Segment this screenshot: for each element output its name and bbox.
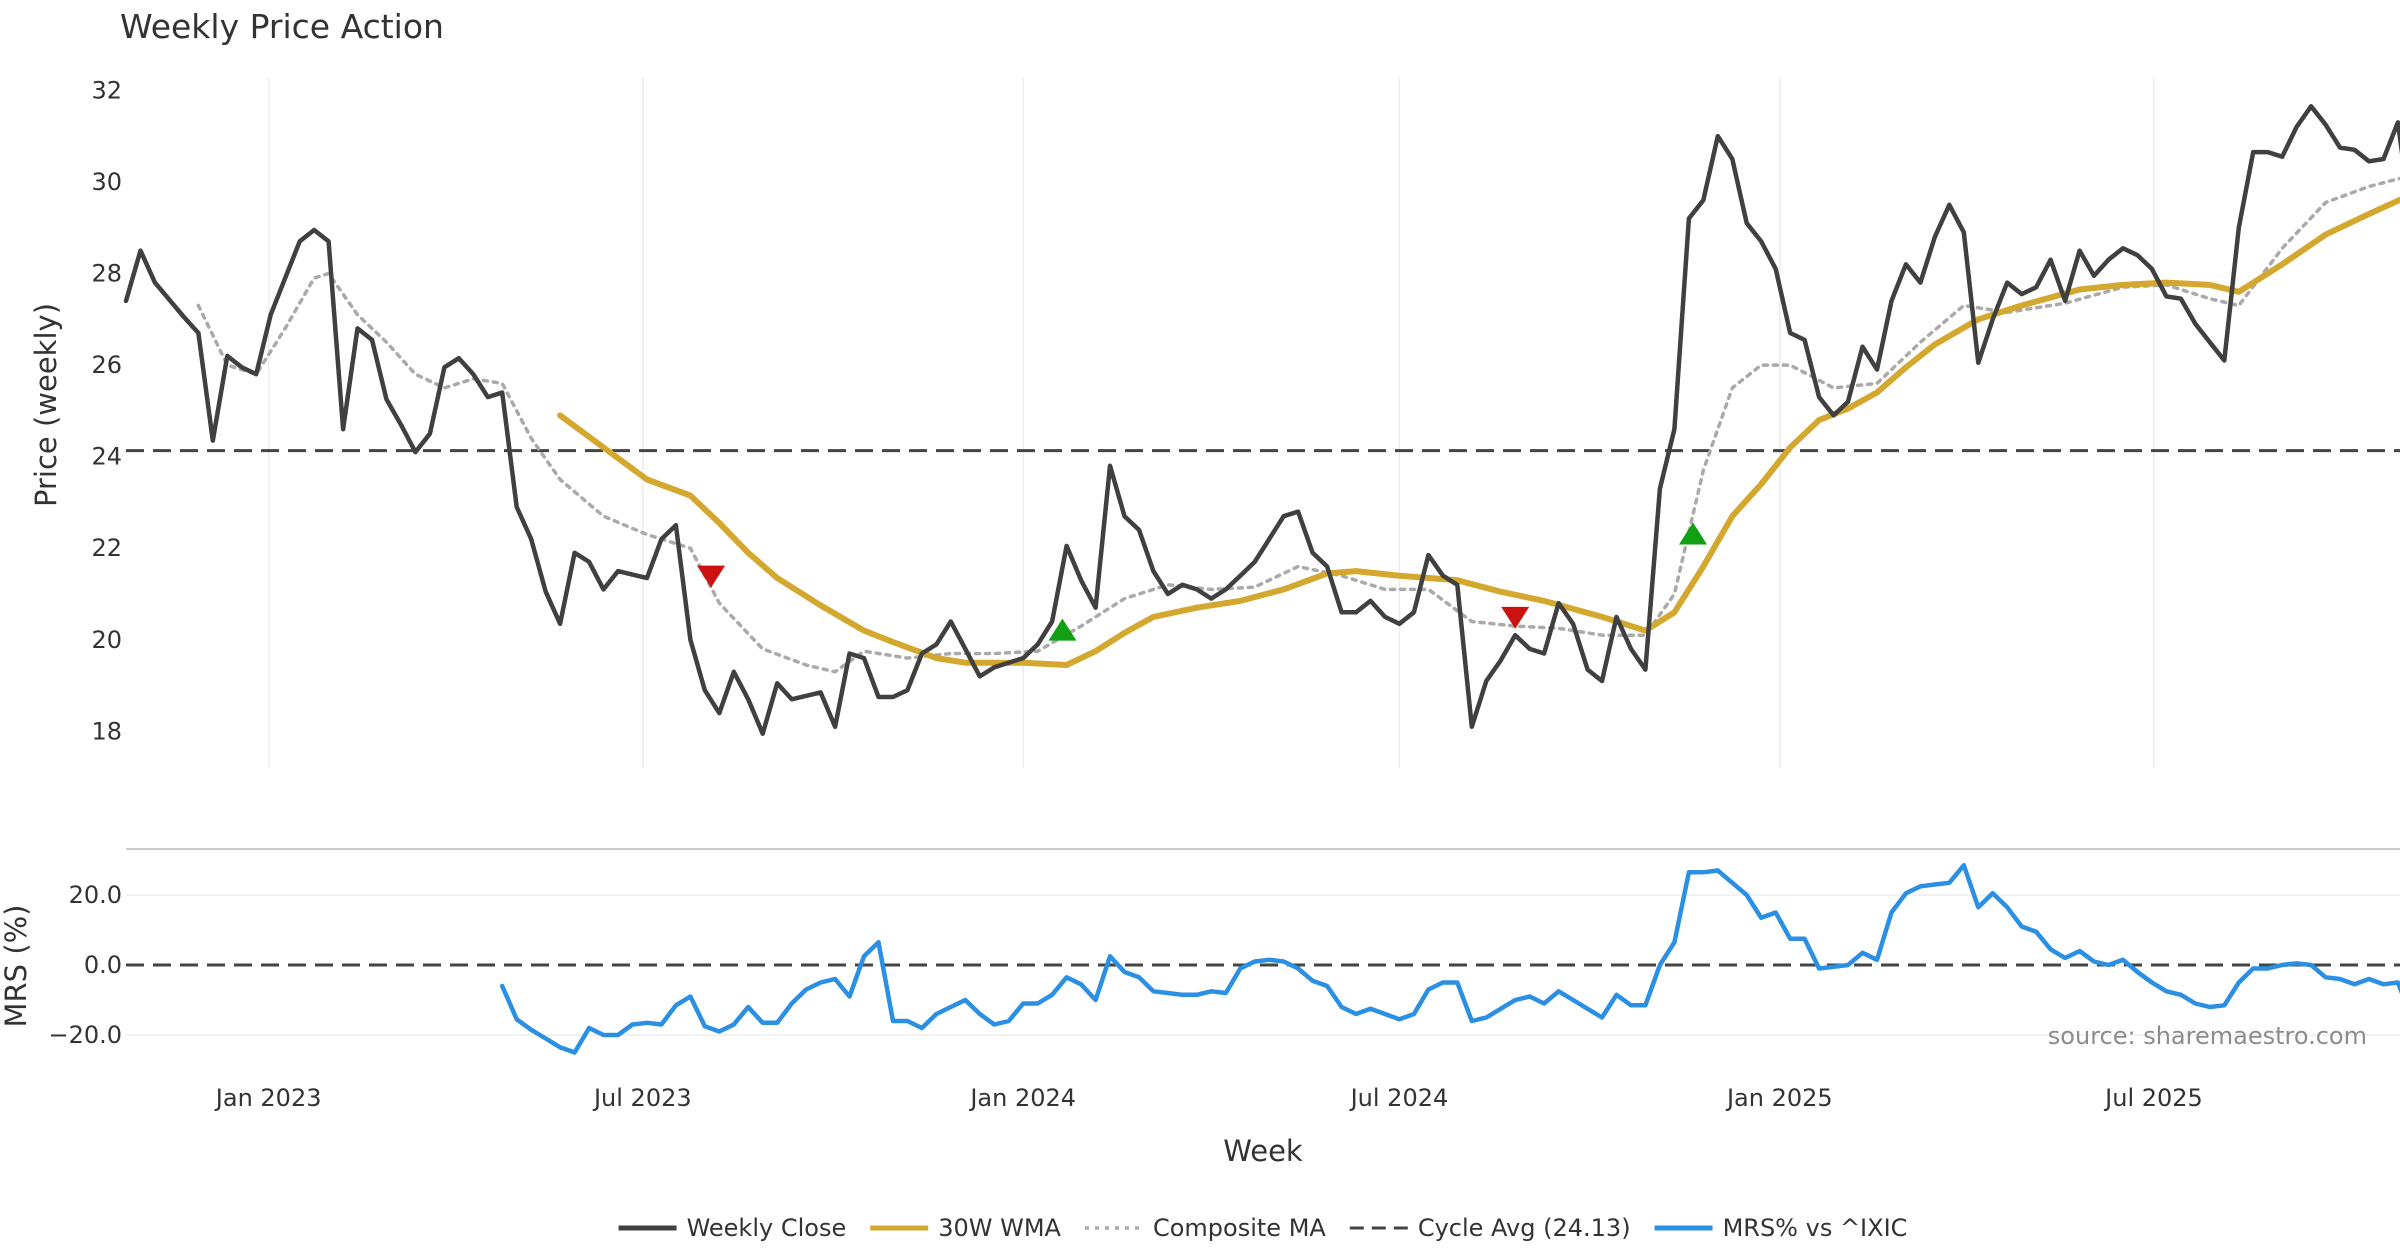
price-y-tick-label: 24: [91, 443, 122, 471]
x-tick-label: Jan 2023: [214, 1084, 322, 1112]
weekly-close-line: [123, 104, 2400, 736]
wma-30w-line: [557, 196, 2400, 668]
legend-item: 30W WMA: [870, 1214, 1062, 1242]
price-y-tick-label: 26: [91, 351, 122, 379]
mrs-grid: [126, 894, 2400, 1036]
x-tick-label: Jan 2024: [968, 1084, 1076, 1112]
price-grid: [267, 78, 2155, 768]
legend-label: Cycle Avg (24.13): [1418, 1214, 1631, 1242]
x-axis-label: Week: [1223, 1134, 1303, 1168]
legend-label: MRS% vs ^IXIC: [1723, 1214, 1908, 1242]
x-tick-label: Jul 2025: [2103, 1084, 2203, 1112]
mrs-y-tick-label: 0.0: [84, 951, 122, 979]
price-y-tick-label: 30: [91, 168, 122, 196]
price-y-tick-label: 22: [91, 534, 122, 562]
sell-signal-marker: [1501, 606, 1530, 629]
mrs-y-axis-label: MRS (%): [0, 905, 33, 1028]
price-y-tick-label: 20: [91, 626, 122, 654]
legend-label: 30W WMA: [938, 1214, 1061, 1242]
x-tick-label: Jul 2023: [592, 1084, 692, 1112]
legend: Weekly Close 30W WMA Composite MA Cycle Avg…: [618, 1214, 1908, 1242]
legend-label: Composite MA: [1153, 1214, 1326, 1242]
legend-label: Weekly Close: [687, 1214, 847, 1242]
composite-ma-line: [196, 176, 2400, 674]
mrs-series: [499, 863, 2400, 1055]
legend-item: Cycle Avg (24.13): [1349, 1214, 1631, 1242]
price-chart-title: Weekly Price Action: [120, 7, 444, 46]
x-tick-label: Jan 2025: [1725, 1084, 1833, 1112]
x-axis-ticks: Jan 2023 Jul 2023 Jan 2024 Jul 2024 Jan 2025…: [214, 1084, 2203, 1112]
price-y-axis-label: Price (weekly): [29, 303, 63, 507]
price-y-tick-label: 18: [91, 717, 122, 745]
mrs-y-tick-label: 20.0: [69, 881, 122, 909]
sell-signal-marker: [697, 565, 726, 588]
price-series: [123, 104, 2400, 736]
price-y-tick-label: 28: [91, 259, 122, 287]
source-note: source: sharemaestro.com: [2048, 1022, 2367, 1050]
signal-markers: [697, 522, 1707, 641]
x-tick-label: Jul 2024: [1349, 1084, 1449, 1112]
price-y-tick-label: 32: [91, 76, 122, 104]
mrs-y-ticks: −20.0 0.0 20.0: [48, 881, 122, 1049]
legend-item: Weekly Close: [618, 1214, 847, 1242]
price-y-ticks: 18 20 22 24 26 28 30 32: [91, 76, 122, 745]
buy-signal-marker: [1678, 522, 1707, 545]
mrs-y-tick-label: −20.0: [48, 1021, 122, 1049]
buy-signal-marker: [1048, 618, 1077, 641]
mrs-line: [499, 863, 2400, 1055]
legend-item: Composite MA: [1084, 1214, 1326, 1242]
legend-item: MRS% vs ^IXIC: [1654, 1214, 1908, 1242]
